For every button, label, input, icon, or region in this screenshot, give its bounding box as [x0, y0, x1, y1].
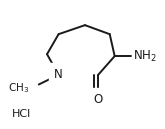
Text: CH$_3$: CH$_3$ — [8, 82, 29, 95]
Text: HCl: HCl — [12, 108, 31, 119]
Text: O: O — [94, 94, 103, 106]
Text: N: N — [54, 68, 63, 81]
Text: NH$_2$: NH$_2$ — [133, 49, 157, 64]
